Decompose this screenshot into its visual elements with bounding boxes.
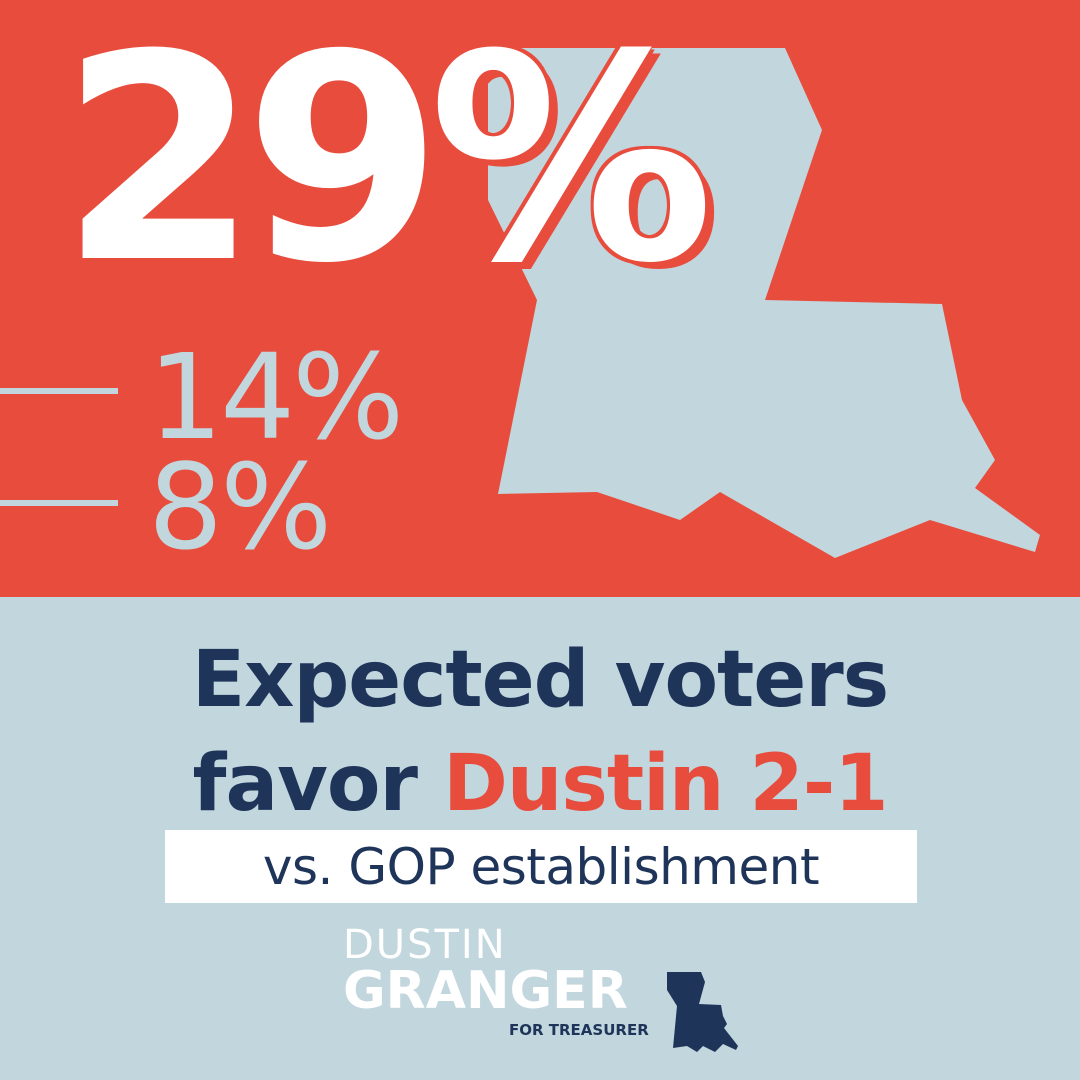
headline: Expected voters favor Dustin 2-1 (0, 628, 1080, 836)
subheadline: vs. GOP establishment (262, 837, 820, 896)
louisiana-state-icon (667, 972, 738, 1052)
hero-panel: 29% 14% 8% (0, 0, 1080, 597)
stat-value: 14% (148, 328, 404, 466)
stat-value: 8% (148, 438, 332, 576)
louisiana-map-icon (488, 48, 1040, 558)
stat-tick-line (0, 388, 118, 394)
logo-tagline: FOR TREASURER (509, 1021, 649, 1039)
headline-line-2: favor Dustin 2-1 (0, 732, 1080, 836)
logo-last-name: GRANGER (343, 961, 628, 1021)
subheadline-box: vs. GOP establishment (165, 830, 917, 903)
stat-tick-line (0, 500, 118, 506)
logo-first-name: DUSTIN (343, 922, 507, 968)
headline-prefix: favor (192, 739, 444, 829)
headline-accent: Dustin 2-1 (443, 739, 888, 829)
main-stat: 29% (60, 0, 714, 326)
campaign-logo: DUSTIN GRANGER FOR TREASURER (343, 922, 743, 1052)
headline-line-1: Expected voters (191, 635, 889, 725)
